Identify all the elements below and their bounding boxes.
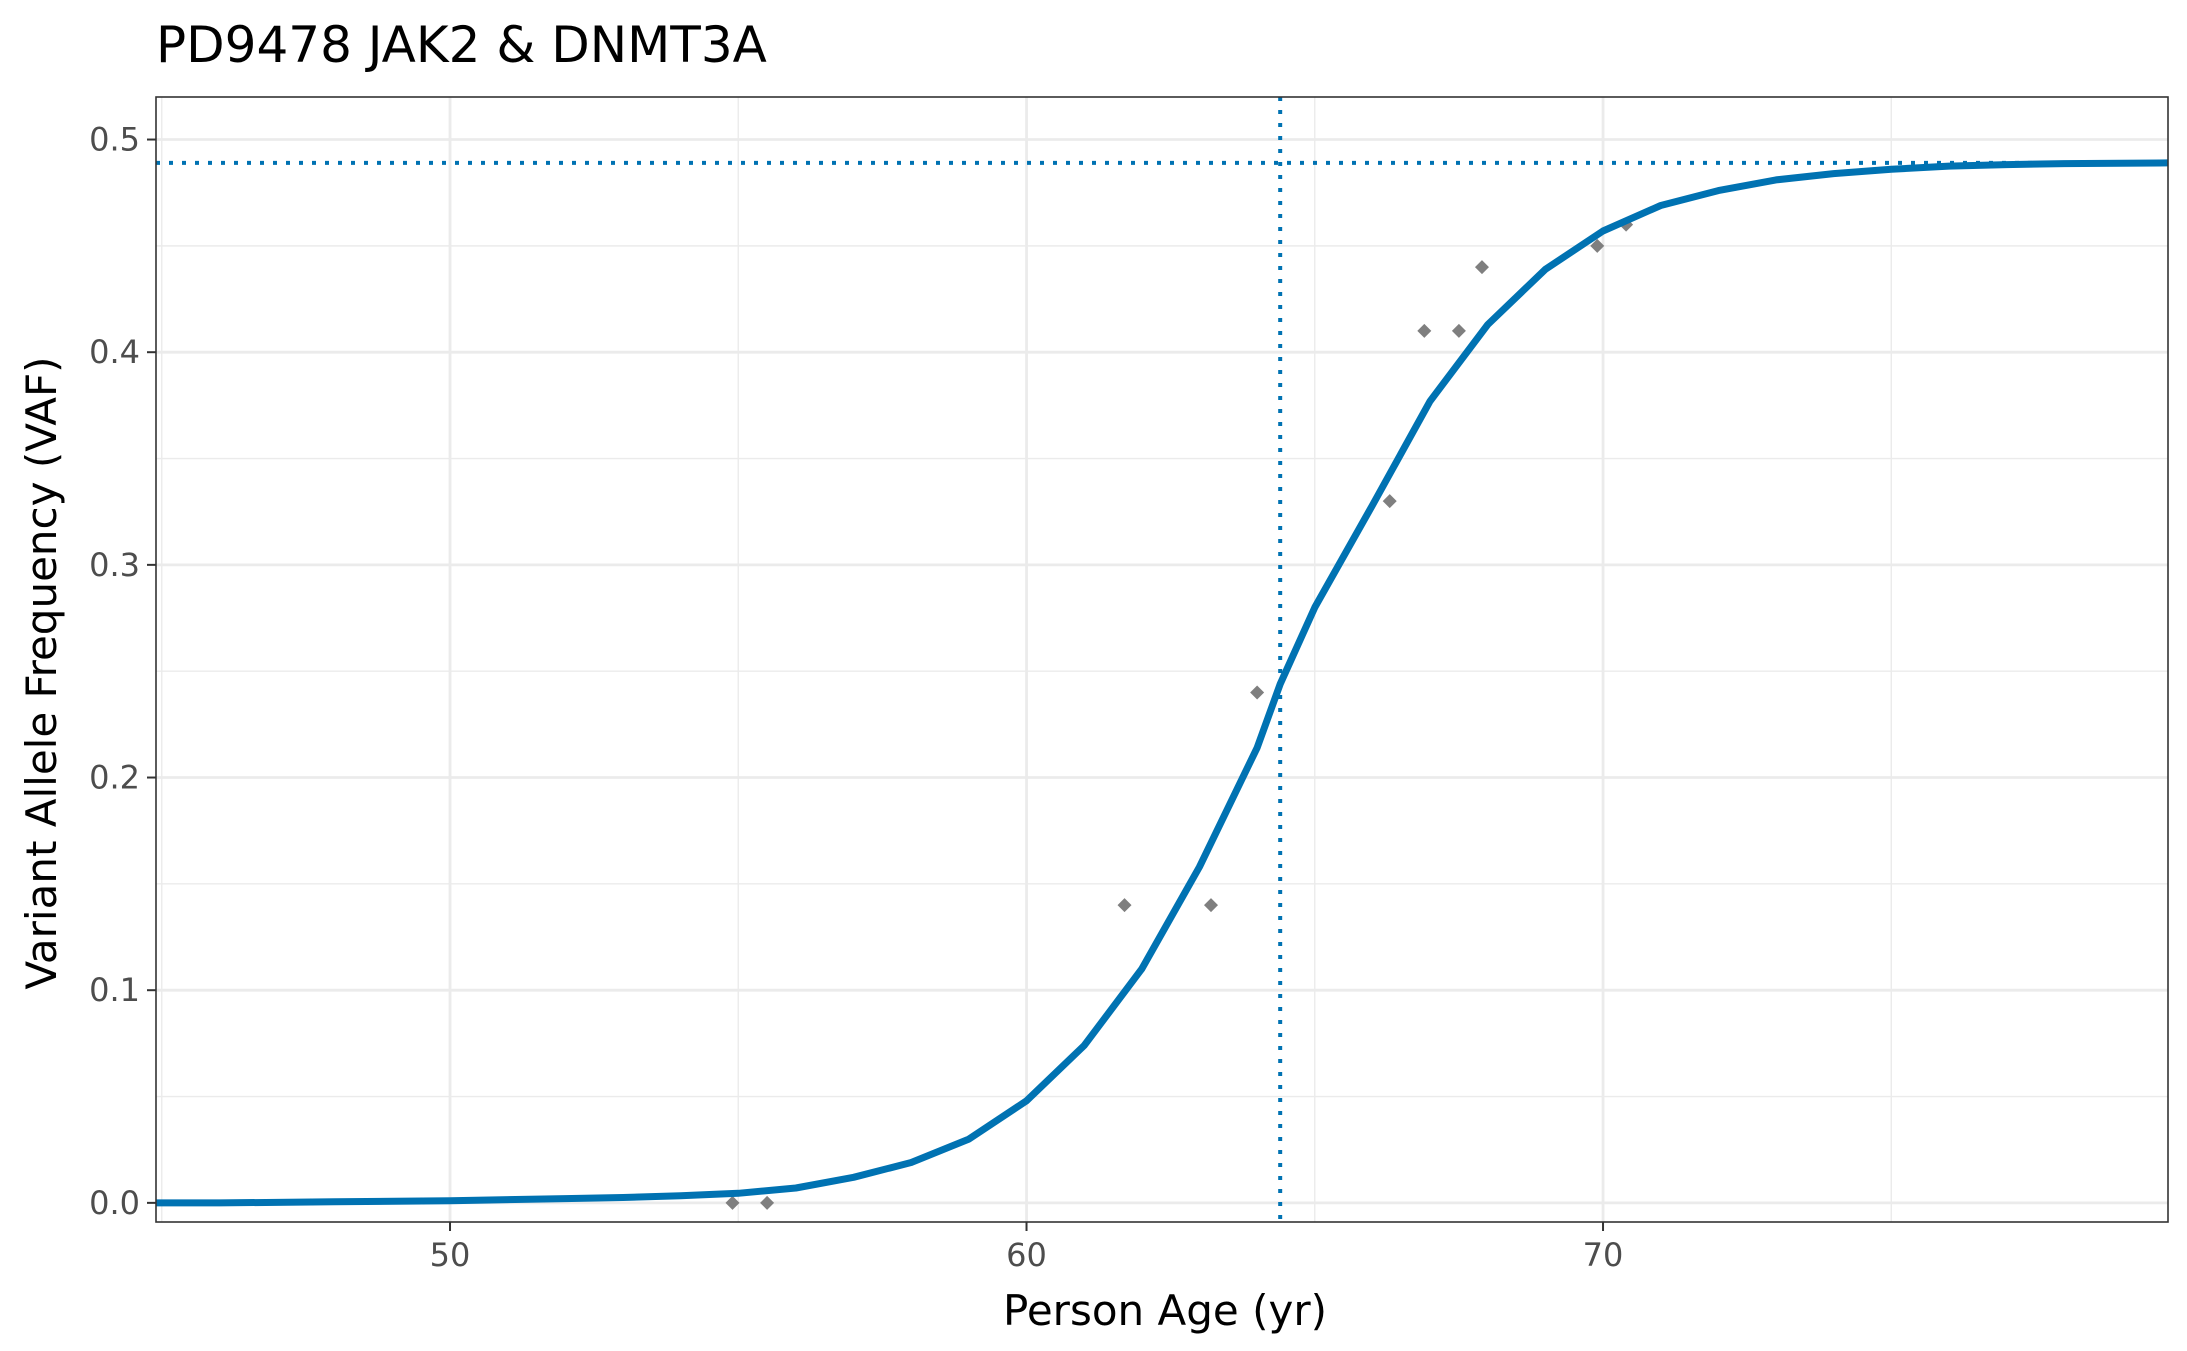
y-axis-title: Variant Allele Frequency (VAF) (17, 356, 66, 989)
data-point (1250, 685, 1265, 700)
data-point (760, 1195, 775, 1210)
x-tick-label: 60 (1006, 1236, 1047, 1274)
reference-lines (156, 97, 2168, 1222)
y-tick-label: 0.0 (89, 1184, 140, 1222)
y-tick-label: 0.3 (89, 546, 140, 584)
y-axis-ticks: 0.0 0.1 0.2 0.3 0.4 0.5 (89, 121, 156, 1222)
data-point (1382, 494, 1397, 509)
x-axis-title: Person Age (yr) (1003, 1286, 1327, 1335)
x-tick-label: 70 (1583, 1236, 1624, 1274)
y-tick-label: 0.4 (89, 333, 140, 371)
plot-panel-border (155, 96, 2169, 1223)
data-point (1117, 898, 1132, 913)
y-tick-label: 0.2 (89, 759, 140, 797)
y-tick-label: 0.1 (89, 971, 140, 1009)
y-tick-label: 0.5 (89, 121, 140, 159)
data-point (1451, 323, 1466, 338)
data-point (1204, 898, 1219, 913)
grid-major (156, 97, 2168, 1222)
grid-minor (156, 97, 2168, 1222)
fit-curve (156, 159, 2169, 1207)
data-point (1417, 323, 1432, 338)
fit-curve-layer (156, 159, 2169, 1207)
chart-title: PD9478 JAK2 & DNMT3A (156, 16, 767, 74)
data-point (1590, 238, 1605, 253)
x-tick-label: 50 (430, 1236, 471, 1274)
x-axis-ticks: 50 60 70 (430, 1222, 1624, 1274)
data-point (725, 1195, 740, 1210)
data-points (725, 217, 1634, 1210)
data-point (1474, 260, 1489, 275)
